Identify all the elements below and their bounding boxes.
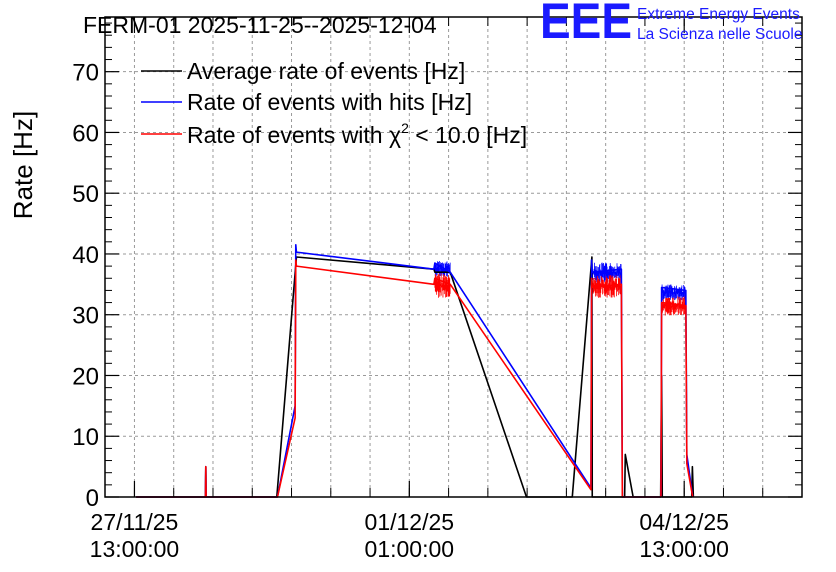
plot-frame <box>104 16 803 498</box>
noise-band-hits <box>434 261 451 277</box>
grid-lines <box>105 17 802 497</box>
x-tick-label-date: 04/12/25 <box>639 509 729 535</box>
y-tick-label: 10 <box>72 424 99 451</box>
chart-title: FERM-01 2025-11-25--2025-12-04 <box>83 12 437 38</box>
x-tick-label-date: 27/11/25 <box>91 509 179 535</box>
x-tick-label-time: 01:00:00 <box>365 536 455 562</box>
legend: Average rate of events [Hz] Rate of even… <box>141 58 527 148</box>
legend-chi2-suffix: < 10.0 [Hz] <box>409 122 527 148</box>
legend-label-chi2: Rate of events with χ2 < 10.0 [Hz] <box>187 120 527 148</box>
legend-label-avg: Average rate of events [Hz] <box>187 58 465 84</box>
x-tick-labels: 27/11/2513:00:0001/12/2501:00:0004/12/25… <box>90 509 729 562</box>
y-tick-label: 60 <box>72 120 99 147</box>
eee-logo: EEE Extreme Energy Events La Scienza nel… <box>540 0 802 49</box>
legend-chi2-prefix: Rate of events with <box>187 122 389 148</box>
y-tick-label: 0 <box>86 485 99 512</box>
y-tick-labels: 0 10 20 30 40 50 60 70 <box>72 60 99 512</box>
y-tick-label: 20 <box>72 363 99 390</box>
x-tick-label-time: 13:00:00 <box>639 536 729 562</box>
y-tick-label: 50 <box>72 181 99 208</box>
y-tick-label: 40 <box>72 242 99 269</box>
axis-ticks <box>105 17 802 498</box>
series-line-chi2 <box>136 259 694 498</box>
y-tick-label: 70 <box>72 60 99 87</box>
legend-label-hits: Rate of events with hits [Hz] <box>187 89 472 115</box>
eee-logo-line2: La Scienza nelle Scuole <box>637 26 802 43</box>
eee-logo-mark: EEE <box>540 0 632 49</box>
y-axis-label: Rate [Hz] <box>8 111 38 219</box>
x-tick-label-time: 13:00:00 <box>90 536 180 562</box>
y-tick-label: 30 <box>72 303 99 330</box>
legend-chi2-exponent: 2 <box>401 120 409 136</box>
noise-band-chi2 <box>434 273 451 298</box>
legend-chi2-symbol: χ <box>389 122 401 148</box>
eee-logo-line1: Extreme Energy Events <box>637 6 800 23</box>
x-tick-label-date: 01/12/25 <box>365 509 455 535</box>
